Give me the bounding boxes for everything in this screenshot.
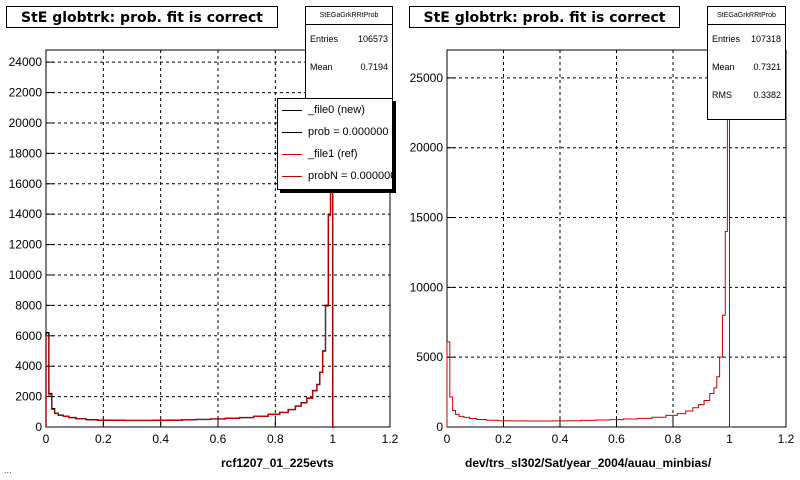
legend-item: prob = 0.000000: [278, 121, 392, 143]
right-x-tick-label: 0.4: [552, 432, 569, 446]
right-y-tick-label: 10000: [410, 280, 444, 294]
right-y-tick-label: 25000: [410, 71, 444, 85]
left-y-tick-label: 0: [35, 420, 42, 434]
right-y-tick-label: 20000: [410, 141, 444, 155]
left-y-tick-label: 2000: [15, 390, 42, 404]
right-mean-label: Mean: [712, 62, 735, 72]
left-y-tick-label: 12000: [9, 238, 43, 252]
legend-swatch-red: [282, 153, 302, 155]
left-entries-label: Entries: [310, 34, 339, 44]
left-legend: _file0 (new) prob = 0.000000 _file1 (ref…: [277, 98, 393, 190]
right-entries-value: 107318: [750, 34, 781, 44]
left-x-tick-label: 1.2: [382, 432, 399, 446]
right-chart-title: StE globtrk: prob. fit is correct: [409, 6, 680, 28]
left-stats-box: StEGaGrkRRtProb Entries 106573 Mean 0.7194: [305, 6, 393, 106]
left-y-tick-label: 8000: [15, 298, 42, 312]
left-y-tick-label: 20000: [9, 116, 43, 130]
left-y-tick-label: 22000: [9, 86, 43, 100]
legend-label: _file0 (new): [308, 104, 365, 116]
right-y-tick-label: 5000: [416, 350, 443, 364]
left-x-axis-title: rcf1207_01_225evts: [221, 456, 334, 470]
legend-label: _file1 (ref): [308, 148, 358, 160]
right-rms-label: RMS: [712, 90, 732, 100]
left-y-tick-label: 18000: [9, 146, 43, 160]
left-y-tick-label: 4000: [15, 359, 42, 373]
legend-label: probN = 0.000000: [308, 170, 393, 182]
right-entries-label: Entries: [712, 34, 741, 44]
right-mean-value: 0.7321: [753, 62, 781, 72]
right-x-axis-title: dev/trs_sl302/Sat/year_2004/auau_minbias…: [465, 456, 712, 470]
legend-swatch-black: [282, 109, 302, 111]
left-y-tick-label: 14000: [9, 207, 43, 221]
left-chart-title: StE globtrk: prob. fit is correct: [6, 6, 278, 28]
right-x-tick-label: 0.6: [608, 432, 625, 446]
legend-item: _file0 (new): [278, 99, 392, 121]
left-stats-header: StEGaGrkRRtProb: [306, 7, 392, 25]
right-y-tick-label: 0: [436, 420, 443, 434]
right-x-tick-label: 0.2: [495, 432, 512, 446]
right-histogram-series: [446, 70, 733, 428]
left-y-tick-label: 16000: [9, 177, 43, 191]
left-x-tick-label: 0.2: [95, 432, 112, 446]
footer-timestamp: ...: [4, 466, 12, 475]
right-rms-value: 0.3382: [753, 90, 781, 100]
right-stats-header: StEGaGrkRRtProb: [708, 7, 785, 25]
right-y-tick-label: 15000: [410, 211, 444, 225]
legend-label: prob = 0.000000: [308, 126, 389, 138]
left-mean-label: Mean: [310, 62, 333, 72]
right-x-tick-label: 0: [444, 432, 451, 446]
left-y-tick-label: 10000: [9, 268, 43, 282]
legend-item: _file1 (ref): [278, 143, 392, 165]
left-x-tick-label: 0: [43, 432, 50, 446]
legend-swatch-red: [282, 175, 302, 177]
left-x-tick-label: 0.4: [152, 432, 169, 446]
left-x-tick-label: 0.6: [210, 432, 227, 446]
right-x-tick-label: 1: [726, 432, 733, 446]
left-entries-value: 106573: [357, 34, 388, 44]
left-mean-value: 0.7194: [360, 62, 388, 72]
right-x-tick-label: 0.8: [665, 432, 682, 446]
left-y-tick-label: 24000: [9, 55, 43, 69]
left-x-tick-label: 1: [329, 432, 336, 446]
left-x-tick-label: 0.8: [267, 432, 284, 446]
legend-swatch-black: [282, 131, 302, 133]
right-x-tick-label: 1.2: [778, 432, 795, 446]
right-stats-box: StEGaGrkRRtProb Entries 107318 Mean 0.7321…: [707, 6, 786, 120]
legend-item: probN = 0.000000: [278, 165, 392, 187]
left-y-tick-label: 6000: [15, 329, 42, 343]
left-histogram-series: [45, 51, 336, 428]
